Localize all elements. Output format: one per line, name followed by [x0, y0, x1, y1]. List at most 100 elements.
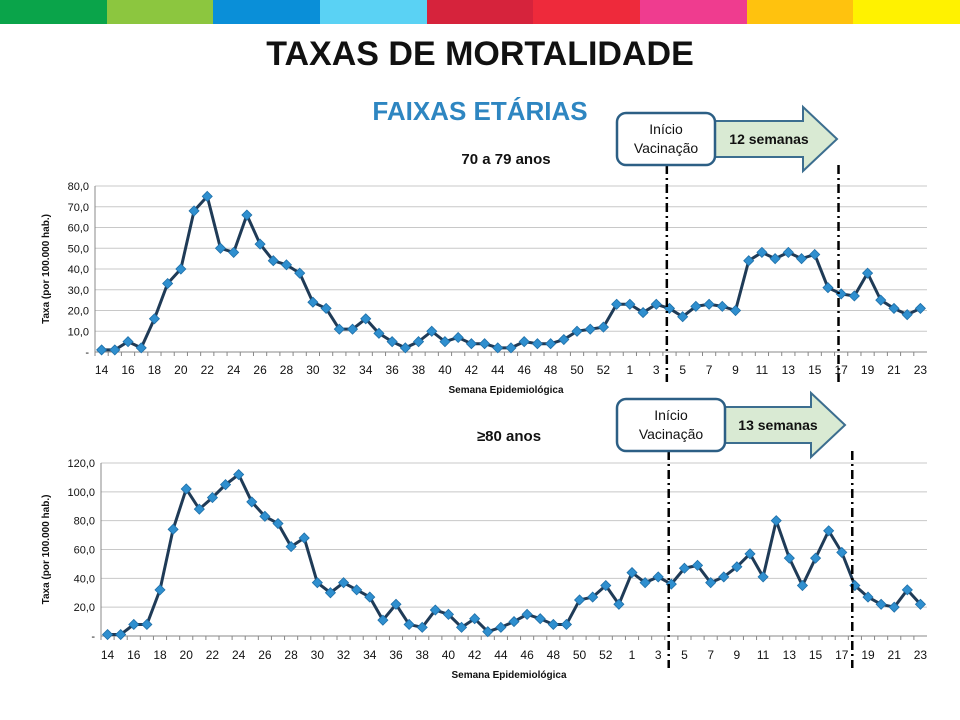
data-point — [705, 577, 717, 589]
data-point — [320, 302, 332, 314]
data-point — [101, 628, 114, 641]
page-subtitle: FAIXAS ETÁRIAS — [372, 96, 588, 126]
data-point — [757, 571, 769, 583]
data-point — [201, 190, 213, 202]
x-tick-label: 13 — [783, 648, 797, 662]
data-point — [175, 263, 187, 275]
data-point — [429, 604, 441, 616]
data-point — [188, 205, 200, 217]
data-point — [219, 479, 232, 491]
stripe-segment — [106, 0, 214, 24]
data-point — [307, 296, 319, 308]
data-point — [228, 246, 240, 258]
data-point — [914, 598, 927, 610]
data-point — [148, 313, 160, 325]
data-point — [141, 618, 153, 631]
data-point — [324, 587, 337, 599]
x-tick-label: 24 — [227, 363, 241, 377]
x-tick-label: 52 — [597, 363, 611, 377]
x-tick-label: 26 — [253, 363, 267, 377]
x-tick-label: 22 — [201, 363, 215, 377]
data-point — [626, 567, 638, 579]
x-tick-label: 20 — [174, 363, 188, 377]
x-tick-label: 28 — [284, 648, 298, 662]
x-tick-label: 28 — [280, 363, 294, 377]
data-point — [386, 336, 398, 348]
data-point — [782, 246, 794, 258]
vaccination-box — [615, 397, 727, 453]
data-point — [703, 298, 715, 310]
data-point — [412, 336, 425, 348]
data-point — [518, 336, 530, 348]
data-point — [547, 618, 559, 631]
data-point — [479, 338, 491, 350]
data-point — [505, 342, 517, 354]
x-tick-label: 52 — [599, 648, 613, 662]
series-line — [101, 194, 922, 352]
x-tick-label: 16 — [121, 363, 135, 377]
data-point — [162, 277, 174, 290]
y-tick-label: 60,0 — [74, 545, 95, 557]
data-point — [901, 584, 913, 596]
data-point — [508, 616, 520, 628]
data-point — [360, 313, 372, 325]
x-tick-label: 15 — [809, 648, 823, 662]
data-point — [756, 246, 768, 258]
data-point — [571, 325, 583, 337]
x-tick-label: 46 — [520, 648, 534, 662]
data-point — [109, 344, 121, 356]
stripe-segment — [213, 0, 321, 24]
data-point — [272, 517, 284, 530]
data-point — [167, 523, 179, 535]
data-point — [677, 311, 689, 323]
data-point — [298, 532, 310, 544]
data-point — [652, 571, 664, 583]
page-title: TAXAS DE MORTALIDADE — [266, 35, 694, 73]
x-tick-label: 5 — [681, 648, 688, 662]
x-tick-label: 24 — [232, 648, 246, 662]
weeks-arrow-label: 12 semanas — [729, 131, 809, 147]
data-point — [469, 613, 481, 625]
data-point — [888, 302, 900, 314]
x-tick-label: 40 — [438, 363, 452, 377]
y-tick-label: 10,0 — [68, 326, 89, 338]
x-tick-label: 17 — [835, 648, 849, 662]
x-tick-label: 14 — [95, 363, 109, 377]
data-point — [531, 338, 543, 350]
vaccination-box-label: Vacinação — [634, 140, 699, 156]
x-tick-label: 1 — [629, 648, 636, 662]
data-point — [294, 267, 306, 279]
data-point — [390, 598, 402, 610]
x-tick-label: 34 — [359, 363, 373, 377]
x-tick-label: 15 — [808, 363, 822, 377]
x-tick-label: 38 — [412, 363, 426, 377]
data-point — [731, 561, 743, 573]
x-tick-label: 40 — [442, 648, 456, 662]
data-point — [743, 255, 755, 267]
x-tick-label: 42 — [465, 363, 479, 377]
y-tick-label: 80,0 — [74, 516, 95, 528]
x-tick-label: 21 — [887, 363, 901, 377]
data-point — [862, 267, 874, 279]
data-point — [346, 323, 359, 335]
x-tick-label: 50 — [573, 648, 587, 662]
data-point — [822, 282, 834, 294]
data-point — [233, 468, 245, 481]
data-point — [678, 562, 691, 574]
series-line — [107, 473, 922, 637]
data-point — [875, 598, 887, 610]
x-tick-label: 19 — [861, 648, 875, 662]
stripe-segment — [426, 0, 534, 24]
x-tick-label: 32 — [333, 363, 347, 377]
data-point — [452, 331, 464, 344]
data-point — [875, 294, 887, 306]
data-point — [690, 300, 702, 312]
chart-title: 70 a 79 anos — [461, 151, 550, 168]
data-point — [691, 559, 704, 571]
y-tick-label: 120,0 — [67, 458, 95, 470]
x-tick-label: 21 — [888, 648, 902, 662]
data-point — [373, 327, 385, 339]
y-tick-label: 50,0 — [68, 243, 89, 255]
data-point — [280, 259, 293, 271]
y-tick-label: 40,0 — [68, 264, 89, 276]
